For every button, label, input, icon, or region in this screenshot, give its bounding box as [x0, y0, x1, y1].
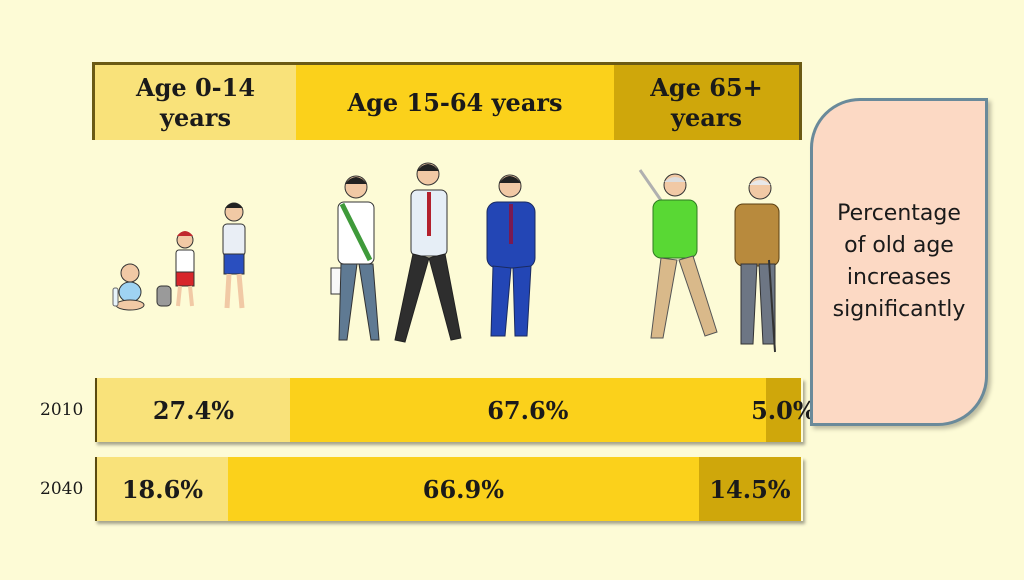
- bar-segment-2010-1: 67.6%: [289, 378, 766, 442]
- note-line-4: significantly: [832, 296, 966, 322]
- bar-segment-2040-1: 66.9%: [227, 457, 699, 521]
- year-label-2040: 2040: [40, 479, 84, 499]
- data-label-2010-1: 67.6%: [487, 395, 569, 425]
- bag-icon: [156, 285, 172, 307]
- year-label-2010: 2010: [40, 400, 84, 420]
- baby-icon: [112, 263, 145, 311]
- data-label-2010-0: 27.4%: [152, 395, 235, 425]
- bar-segment-2010-2: 5.0%: [751, 378, 816, 442]
- schoolboy-icon: [222, 202, 246, 309]
- note-line-2: of old age: [844, 233, 954, 259]
- note-callout: Percentage of old age increases signific…: [810, 98, 988, 426]
- bar-2010: 27.4% 67.6% 5.0%: [95, 378, 816, 442]
- businessman-icon: [486, 174, 536, 337]
- student-icon: [330, 175, 380, 341]
- office-worker-icon: [394, 162, 462, 343]
- note-line-1: Percentage: [837, 201, 961, 227]
- header-age-15-64-label: Age 15-64 years: [347, 87, 563, 117]
- age-group-header: Age 0-14 years Age 15-64 years Age 65+ yea…: [92, 62, 802, 140]
- header-age-15-64: Age 15-64 years: [296, 65, 614, 140]
- bar-2040: 18.6% 66.9% 14.5%: [95, 457, 803, 521]
- child-icon: [175, 231, 195, 307]
- data-label-2040-2: 14.5%: [709, 474, 791, 504]
- header-age-0-14: Age 0-14 years: [95, 65, 296, 140]
- bar-segment-2010-0: 27.4%: [97, 378, 290, 442]
- bar-segment-2040-2: 14.5%: [698, 457, 801, 521]
- header-age-65-line1: Age 65+: [650, 72, 763, 102]
- data-label-2010-2: 5.0%: [751, 395, 816, 425]
- note-line-3: increases: [846, 265, 952, 290]
- data-label-2040-0: 18.6%: [121, 474, 204, 504]
- header-age-65-line2: years: [671, 102, 742, 132]
- bar-segment-2040-0: 18.6%: [97, 457, 228, 521]
- people-illustration: [112, 162, 780, 353]
- header-age-65-plus: Age 65+ years: [614, 65, 799, 140]
- elderly-man-icon: [734, 176, 780, 353]
- header-age-0-14-line1: Age 0-14: [135, 72, 256, 102]
- note-text: Percentage of old age increases signific…: [833, 198, 966, 326]
- data-label-2040-1: 66.9%: [422, 474, 505, 504]
- header-age-0-14-line2: years: [160, 102, 231, 132]
- golfer-icon: [638, 169, 718, 339]
